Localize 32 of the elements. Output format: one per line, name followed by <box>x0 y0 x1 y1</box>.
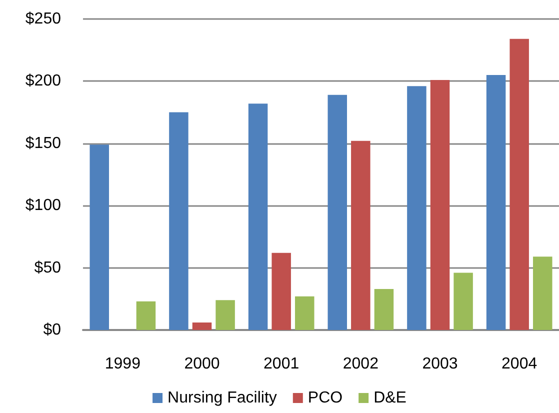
bar <box>295 296 314 330</box>
bar <box>248 104 268 330</box>
bar <box>510 38 529 330</box>
y-tick-label: $50 <box>34 259 62 276</box>
bar <box>374 288 394 330</box>
x-tick-label: 2001 <box>264 356 300 372</box>
bar <box>407 86 426 330</box>
bar <box>169 112 188 330</box>
y-tick-label: $150 <box>25 134 62 152</box>
y-tick-label: $0 <box>43 322 62 338</box>
y-tick-label: $200 <box>25 72 62 90</box>
bar <box>454 272 473 330</box>
y-tick-label: $100 <box>25 197 62 214</box>
bar <box>90 144 109 330</box>
bar <box>272 252 291 330</box>
legend-label: Nursing Facility <box>168 390 277 406</box>
bar <box>533 256 552 330</box>
x-tick-label: 2002 <box>342 356 379 372</box>
bar <box>328 94 347 330</box>
bar <box>486 74 506 330</box>
legend-label: D&E <box>374 390 406 406</box>
x-tick-label: 2000 <box>184 356 220 372</box>
x-tick-label: 2004 <box>502 356 538 372</box>
x-tick-label: 1999 <box>104 356 141 372</box>
legend-label: PCO <box>308 390 343 406</box>
bar <box>136 301 156 330</box>
bar <box>351 140 370 330</box>
x-tick-label: 2003 <box>422 356 458 372</box>
y-tick-label: $250 <box>25 10 62 28</box>
bar <box>192 322 212 330</box>
bar <box>430 80 450 330</box>
bar <box>216 300 235 330</box>
